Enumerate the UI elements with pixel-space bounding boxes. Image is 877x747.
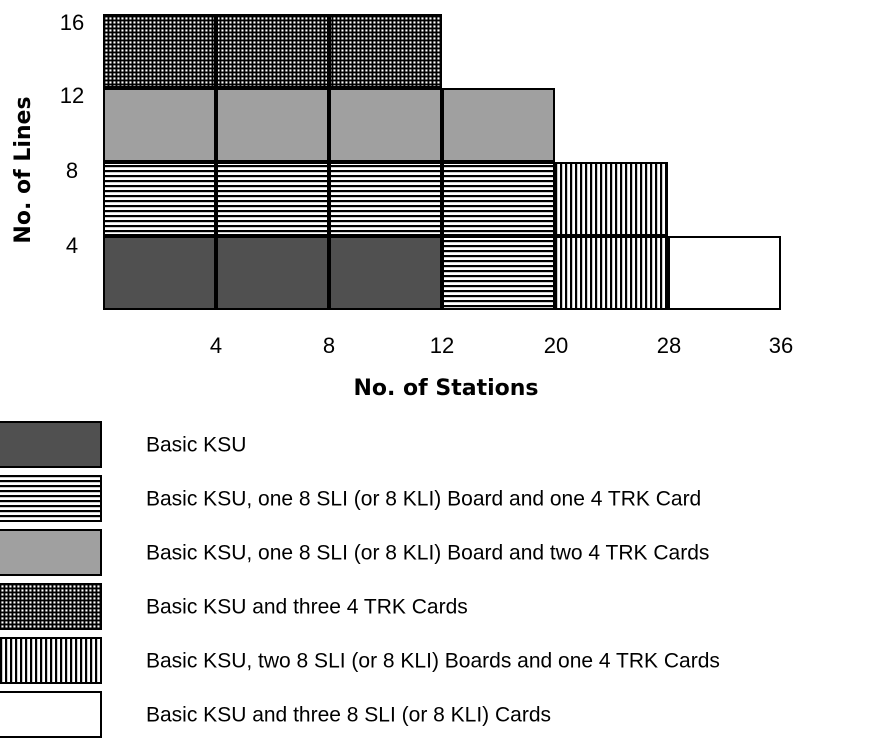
x-tick-label: 4	[210, 333, 222, 358]
cell-trk3-16x4	[103, 14, 216, 88]
legend-swatch-ksu	[0, 421, 102, 468]
cell-sli1trk1-8x8	[216, 162, 329, 236]
cell-trk3-16x12	[329, 14, 442, 88]
legend-swatch-sli2trk1	[0, 637, 102, 684]
y-axis-ticks: 4 8 12 16	[60, 10, 84, 258]
legend-swatch-sli3	[0, 691, 102, 738]
legend: Basic KSU Basic KSU, one 8 SLI (or 8 KLI)…	[0, 421, 720, 738]
y-tick-label: 16	[60, 10, 84, 35]
y-tick-label: 12	[60, 83, 84, 108]
cell-ksu-4x8	[216, 236, 329, 310]
y-axis-title: No. of Lines	[11, 96, 36, 243]
x-tick-label: 20	[544, 333, 568, 358]
cell-sli1trk2-12x4	[103, 88, 216, 162]
cell-ksu-4x4	[103, 236, 216, 310]
cell-sli1trk2-12x12	[329, 88, 442, 162]
cell-sli1trk1-8x20	[442, 162, 555, 236]
cell-sli2trk1-8x28	[555, 162, 668, 236]
cell-sli1trk2-12x8	[216, 88, 329, 162]
cell-sli3-4x36	[668, 236, 781, 310]
x-tick-label: 12	[430, 333, 454, 358]
chart-grid	[103, 14, 781, 310]
legend-label-sli1trk1: Basic KSU, one 8 SLI (or 8 KLI) Board an…	[146, 488, 701, 511]
cell-sli1trk1-8x12	[329, 162, 442, 236]
legend-label-sli3: Basic KSU and three 8 SLI (or 8 KLI) Car…	[146, 704, 551, 727]
cell-sli1trk2-12x20	[442, 88, 555, 162]
cell-ksu-4x12	[329, 236, 442, 310]
cell-sli2trk1-4x28	[555, 236, 668, 310]
legend-label-sli1trk2: Basic KSU, one 8 SLI (or 8 KLI) Board an…	[146, 542, 709, 565]
x-axis-ticks: 4 8 12 20 28 36	[210, 333, 793, 358]
legend-swatch-sli1trk2	[0, 529, 102, 576]
cell-trk3-16x8	[216, 14, 329, 88]
y-tick-label: 4	[66, 233, 78, 258]
legend-label-ksu: Basic KSU	[146, 434, 246, 457]
legend-swatch-trk3	[0, 583, 102, 630]
x-tick-label: 28	[657, 333, 681, 358]
x-tick-label: 36	[769, 333, 793, 358]
cell-sli1trk1-8x4	[103, 162, 216, 236]
cell-sli1trk1-4x20	[442, 236, 555, 310]
x-tick-label: 8	[323, 333, 335, 358]
legend-label-trk3: Basic KSU and three 4 TRK Cards	[146, 596, 468, 619]
legend-label-sli2trk1: Basic KSU, two 8 SLI (or 8 KLI) Boards a…	[146, 650, 720, 673]
legend-swatch-sli1trk1	[0, 475, 102, 522]
y-tick-label: 8	[66, 158, 78, 183]
x-axis-title: No. of Stations	[353, 376, 538, 401]
